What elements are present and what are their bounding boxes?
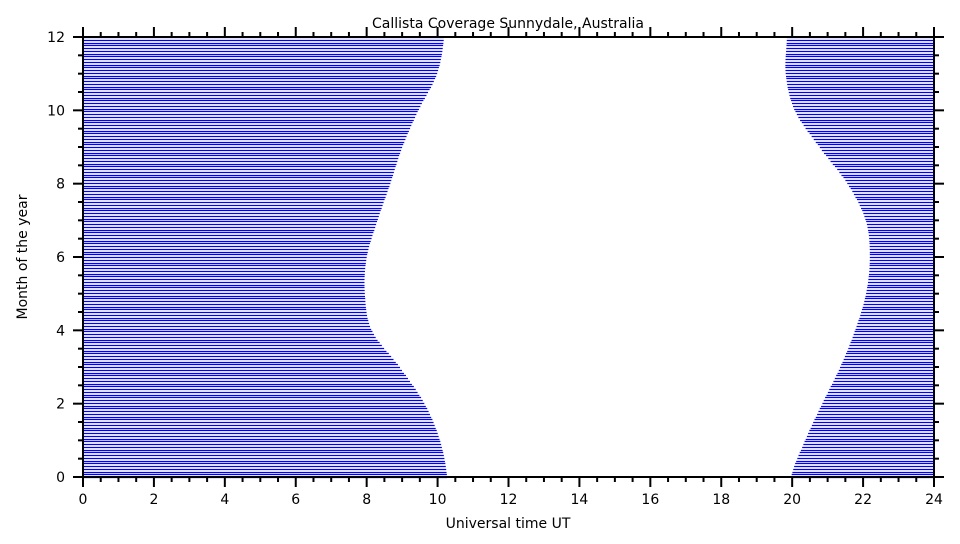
x-tick-label: 16 [641,492,659,508]
x-tick-label: 6 [291,492,300,508]
y-tick-label: 10 [47,103,65,119]
x-tick-label: 14 [571,492,589,508]
x-tick-label: 10 [429,492,447,508]
y-tick-label: 0 [56,470,65,486]
x-tick-label: 12 [500,492,518,508]
x-tick-label: 0 [79,492,88,508]
y-tick-label: 6 [56,250,65,266]
chart-title: Callista Coverage Sunnydale, Australia [372,16,644,32]
x-axis-label: Universal time UT [446,516,571,532]
y-tick-label: 2 [56,397,65,413]
coverage-hatch [83,36,934,479]
x-tick-label: 2 [149,492,158,508]
x-tick-label: 24 [925,492,943,508]
y-tick-label: 12 [47,30,65,46]
x-tick-label: 8 [362,492,371,508]
x-tick-label: 4 [220,492,229,508]
x-tick-label: 18 [712,492,730,508]
x-tick-label: 20 [783,492,801,508]
y-tick-label: 4 [56,323,65,339]
y-tick-label: 8 [56,177,65,193]
y-axis-label: Month of the year [15,194,31,319]
x-tick-label: 22 [854,492,872,508]
